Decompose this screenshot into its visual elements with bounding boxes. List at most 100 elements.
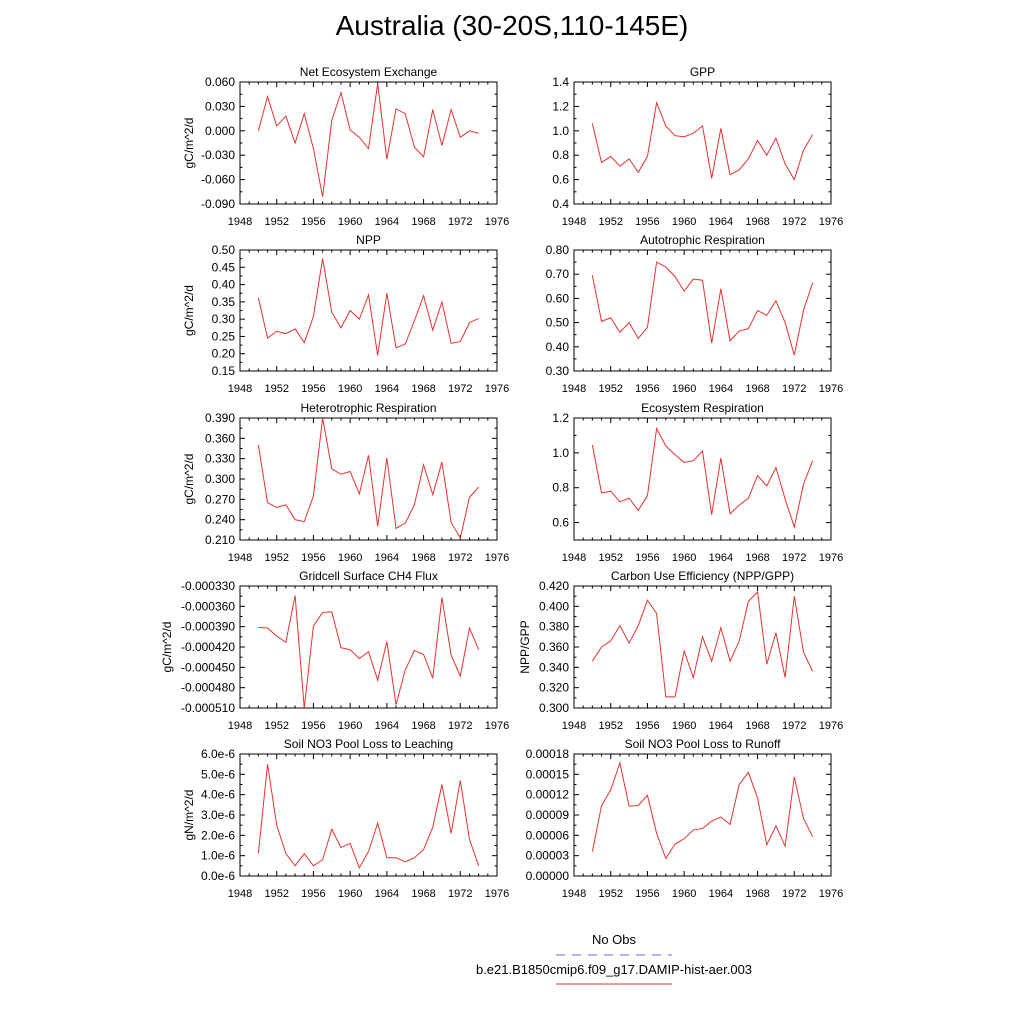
x-tick-label: 1964 bbox=[709, 720, 733, 732]
x-tick-label: 1972 bbox=[448, 552, 472, 564]
y-tick-label: -0.060 bbox=[201, 173, 235, 187]
x-tick-label: 1976 bbox=[485, 216, 509, 228]
panel-3: 1948 1952 1956 1960 1964 1968 1972 1976 0.15 0.20… bbox=[182, 233, 509, 395]
y-tick-label: 0.420 bbox=[539, 579, 569, 593]
x-tick-label: 1960 bbox=[338, 383, 362, 395]
y-tick-label: 1.2 bbox=[552, 411, 569, 425]
x-tick-label: 1976 bbox=[485, 888, 509, 900]
y-tick-label: 0.40 bbox=[212, 278, 236, 292]
x-tick-label: 1960 bbox=[338, 216, 362, 228]
y-tick-label: 0.330 bbox=[205, 452, 235, 466]
y-tick-label: 0.240 bbox=[205, 513, 235, 527]
x-tick-label: 1968 bbox=[745, 383, 769, 395]
y-tick-label: 0.35 bbox=[212, 295, 236, 309]
panel-title: Autotrophic Respiration bbox=[640, 233, 765, 247]
x-tick-label: 1956 bbox=[635, 216, 659, 228]
panel-5: 1948 1952 1956 1960 1964 1968 1972 1976 0.210 0.2… bbox=[182, 401, 509, 564]
y-tick-label: 0.60 bbox=[546, 291, 570, 305]
y-tick-label: 0.00006 bbox=[526, 828, 570, 842]
x-tick-label: 1968 bbox=[745, 888, 769, 900]
x-tick-label: 1960 bbox=[672, 216, 696, 228]
y-axis-label: gC/m^2/d bbox=[182, 118, 196, 169]
panel-title: Soil NO3 Pool Loss to Leaching bbox=[284, 737, 453, 751]
x-tick-label: 1956 bbox=[635, 888, 659, 900]
y-tick-label: 0.50 bbox=[212, 243, 236, 257]
x-tick-label: 1964 bbox=[709, 552, 733, 564]
y-tick-label: 0.70 bbox=[546, 267, 570, 281]
x-tick-label: 1972 bbox=[448, 383, 472, 395]
series-line bbox=[591, 760, 814, 860]
x-tick-label: 1976 bbox=[819, 552, 843, 564]
x-tick-label: 1960 bbox=[338, 888, 362, 900]
y-tick-label: 0.40 bbox=[546, 340, 570, 354]
x-tick-label: 1964 bbox=[375, 383, 399, 395]
y-tick-label: 0.320 bbox=[539, 681, 569, 695]
x-tick-label: 1968 bbox=[745, 720, 769, 732]
x-tick-label: 1952 bbox=[264, 888, 288, 900]
plot-frame bbox=[573, 81, 832, 205]
x-tick-label: 1968 bbox=[745, 552, 769, 564]
panel-6: 1948 1952 1956 1960 1964 1968 1972 1976 0.6 0.8 1.… bbox=[552, 401, 843, 564]
panel-2: 1948 1952 1956 1960 1964 1968 1972 1976 0.4 0.6 0.… bbox=[552, 65, 843, 228]
x-tick-label: 1956 bbox=[301, 552, 325, 564]
x-tick-label: 1952 bbox=[598, 216, 622, 228]
plot-frame bbox=[239, 585, 498, 709]
panel-8: 1948 1952 1956 1960 1964 1968 1972 1976 0.300 0.3… bbox=[518, 569, 843, 732]
series-line bbox=[591, 591, 814, 698]
x-tick-label: 1952 bbox=[598, 888, 622, 900]
x-tick-label: 1948 bbox=[228, 552, 252, 564]
series-line bbox=[591, 100, 814, 181]
x-tick-label: 1964 bbox=[709, 216, 733, 228]
plot-frame bbox=[573, 585, 832, 709]
x-tick-label: 1964 bbox=[709, 888, 733, 900]
y-tick-label: 0.00018 bbox=[526, 747, 570, 761]
plot-frame bbox=[239, 417, 498, 541]
y-tick-label: 2.0e-6 bbox=[201, 828, 235, 842]
x-tick-label: 1976 bbox=[819, 720, 843, 732]
x-tick-label: 1948 bbox=[562, 552, 586, 564]
y-tick-label: 0.00009 bbox=[526, 808, 570, 822]
panel-10: 1948 1952 1956 1960 1964 1968 1972 1976 0.00000 0… bbox=[526, 737, 844, 900]
x-tick-label: 1976 bbox=[819, 216, 843, 228]
y-tick-label: 0.270 bbox=[205, 492, 235, 506]
series-line bbox=[257, 83, 479, 197]
plot-frame bbox=[239, 249, 498, 372]
y-tick-label: 0.300 bbox=[539, 701, 569, 715]
x-tick-label: 1956 bbox=[301, 216, 325, 228]
y-tick-label: 1.2 bbox=[552, 99, 569, 113]
x-tick-label: 1972 bbox=[782, 552, 806, 564]
x-tick-label: 1960 bbox=[672, 888, 696, 900]
x-tick-label: 1964 bbox=[375, 888, 399, 900]
y-tick-label: 0.00000 bbox=[526, 869, 570, 883]
x-tick-label: 1956 bbox=[301, 383, 325, 395]
y-tick-label: 5.0e-6 bbox=[201, 767, 235, 781]
y-axis-label: gC/m^2/d bbox=[160, 622, 174, 673]
x-tick-label: 1972 bbox=[782, 720, 806, 732]
y-tick-label: 0.360 bbox=[205, 431, 235, 445]
x-tick-label: 1972 bbox=[448, 720, 472, 732]
y-tick-label: -0.000420 bbox=[181, 640, 235, 654]
x-tick-label: 1952 bbox=[598, 383, 622, 395]
x-tick-label: 1964 bbox=[375, 216, 399, 228]
y-tick-label: 0.210 bbox=[205, 533, 235, 547]
y-tick-label: 0.8 bbox=[552, 481, 569, 495]
x-tick-label: 1968 bbox=[411, 888, 435, 900]
y-tick-label: -0.000510 bbox=[181, 701, 235, 715]
y-tick-label: 0.6 bbox=[552, 516, 569, 530]
y-tick-label: 0.060 bbox=[205, 75, 235, 89]
x-tick-label: 1972 bbox=[782, 888, 806, 900]
plot-frame bbox=[239, 753, 498, 877]
x-tick-label: 1952 bbox=[264, 720, 288, 732]
panel-title: Net Ecosystem Exchange bbox=[300, 65, 438, 79]
y-tick-label: 0.6 bbox=[552, 173, 569, 187]
y-axis-label: gN/m^2/d bbox=[182, 790, 196, 841]
x-tick-label: 1956 bbox=[635, 383, 659, 395]
panel-title: Soil NO3 Pool Loss to Runoff bbox=[625, 737, 782, 751]
x-tick-label: 1952 bbox=[598, 552, 622, 564]
y-tick-label: 1.0 bbox=[552, 446, 569, 460]
x-tick-label: 1952 bbox=[264, 216, 288, 228]
panel-title: Gridcell Surface CH4 Flux bbox=[299, 569, 438, 583]
y-tick-label: 0.4 bbox=[552, 197, 569, 211]
y-tick-label: 0.000 bbox=[205, 124, 235, 138]
